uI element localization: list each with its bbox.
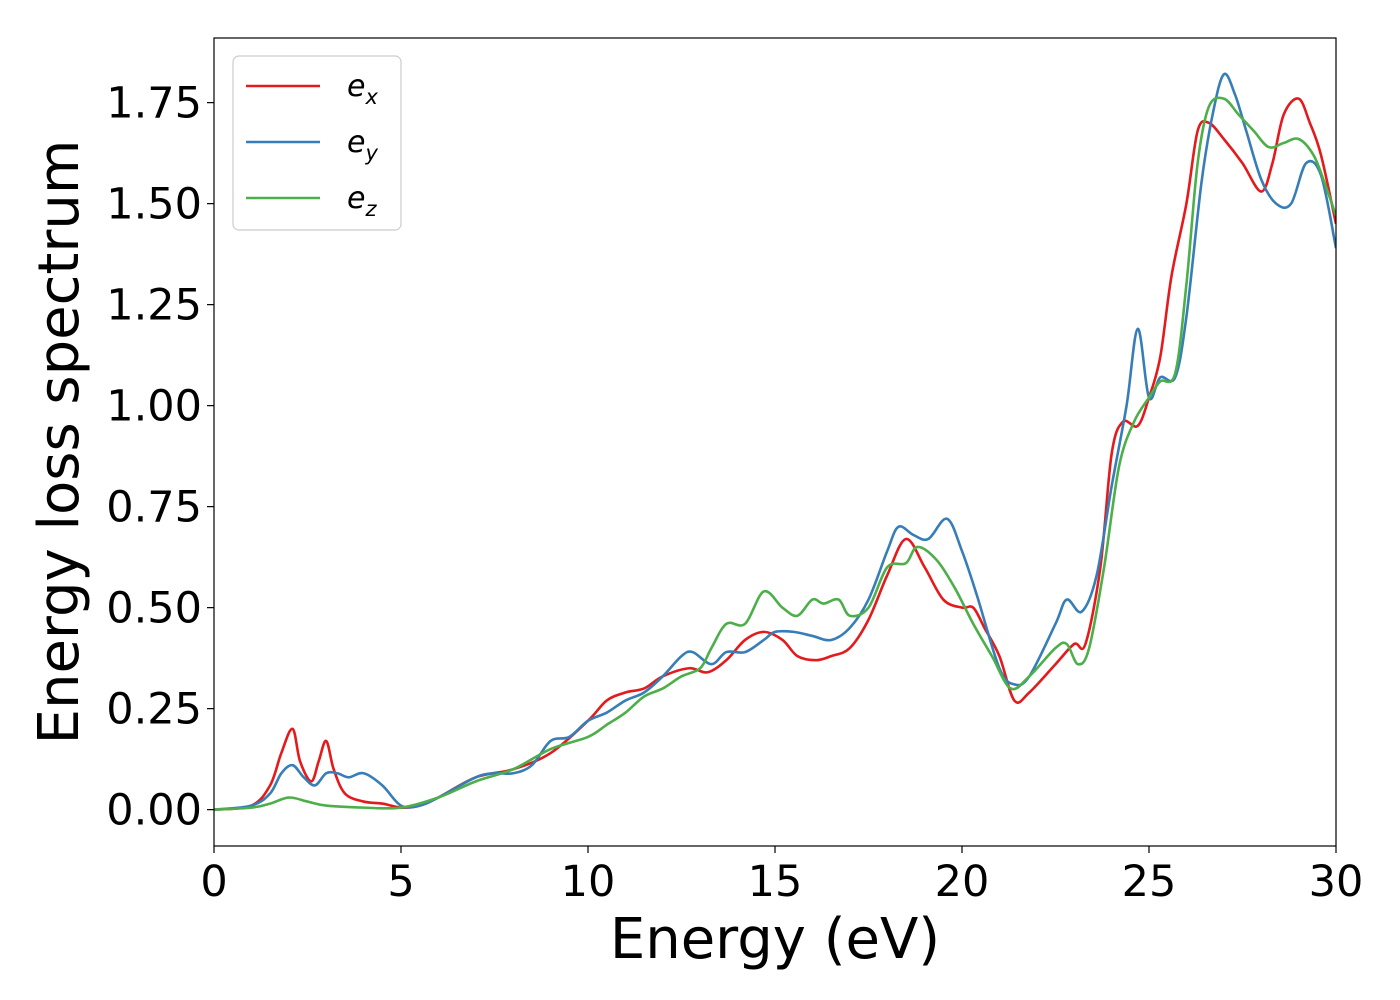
y-axis: 0.00 0.25 0.50 0.75 1.00 1.25 1.50 1.75 (106, 79, 214, 836)
y-tick-label: 1.75 (106, 79, 202, 129)
legend-label-y: ey (347, 125, 378, 165)
x-axis-title: Energy (eV) (610, 907, 940, 972)
legend-label-z: ez (347, 181, 377, 221)
legend-label-x: ex (347, 69, 378, 109)
x-tick-label: 30 (1309, 857, 1364, 907)
series-line-x (214, 97, 1336, 811)
y-tick-label: 0.50 (106, 584, 202, 634)
x-axis: 0 5 10 15 20 25 30 (200, 846, 1363, 907)
y-tick-label: 0.25 (106, 685, 202, 735)
x-tick-label: 20 (935, 857, 990, 907)
y-tick-label: 1.25 (106, 281, 202, 331)
y-tick-label: 0.75 (106, 483, 202, 533)
y-tick-label: 0.00 (106, 786, 202, 836)
series-layer (214, 72, 1336, 811)
y-tick-label: 1.50 (106, 180, 202, 230)
y-axis-title: Energy loss spectrum (27, 140, 92, 745)
series-line-y (214, 72, 1336, 811)
x-tick-label: 0 (200, 857, 227, 907)
x-tick-label: 25 (1122, 857, 1177, 907)
x-tick-label: 15 (748, 857, 803, 907)
y-tick-label: 1.00 (106, 382, 202, 432)
legend: ex ey ez (232, 55, 402, 231)
x-tick-label: 10 (561, 857, 616, 907)
x-tick-label: 5 (387, 857, 414, 907)
series-line-z (214, 96, 1336, 811)
